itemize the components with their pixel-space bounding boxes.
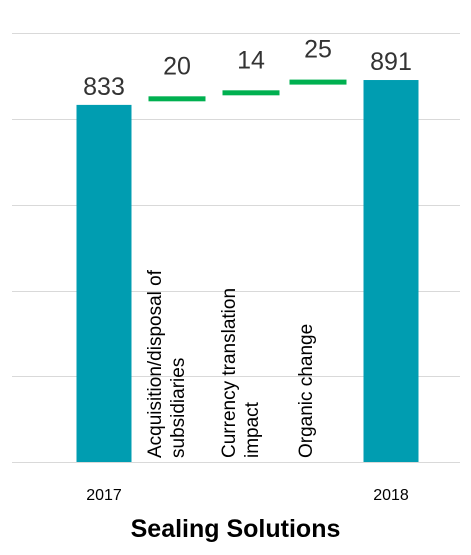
category-label: Acquisition/disposal of subsidiaries (145, 269, 189, 458)
bar-total-2017 (76, 104, 132, 463)
value-label: 833 (83, 73, 125, 101)
value-label: 14 (237, 46, 265, 74)
bar-total-2018 (363, 80, 419, 463)
bar-delta (148, 96, 206, 102)
bar-delta (222, 90, 280, 96)
x-tick-label: 2017 (86, 487, 122, 504)
value-label: 891 (370, 48, 412, 76)
chart-title: Sealing Solutions (130, 515, 341, 543)
x-tick-label: 2018 (373, 487, 409, 504)
bar-delta (289, 79, 347, 85)
category-label: Currency translation impact (219, 288, 263, 458)
category-label: Organic change (296, 324, 317, 458)
value-label: 20 (163, 52, 191, 80)
value-label: 25 (304, 36, 332, 64)
